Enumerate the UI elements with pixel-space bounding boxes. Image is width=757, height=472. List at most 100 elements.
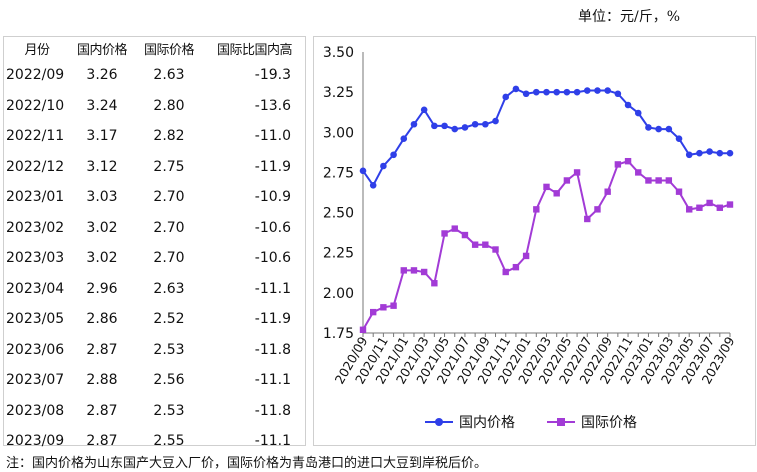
data-point-domestic	[614, 90, 622, 98]
data-point-international	[726, 201, 734, 208]
cell-month: 2022/10	[6, 97, 65, 114]
data-point-international	[716, 204, 724, 211]
cell-international-price: 2.55	[153, 433, 185, 450]
data-point-international	[655, 177, 662, 184]
cell-international-price: 2.70	[153, 219, 185, 236]
table-row: 2023/08 2.87 2.53 -11.8	[4, 396, 305, 427]
legend-label: 国际价格	[581, 415, 637, 431]
cell-international-price: 2.80	[153, 97, 185, 114]
table-row: 2023/09 2.87 2.55 -11.1	[4, 426, 305, 457]
data-point-international	[482, 241, 489, 248]
data-point-domestic	[553, 88, 560, 96]
cell-difference: -11.1	[254, 372, 291, 389]
data-point-domestic	[665, 125, 673, 133]
data-point-domestic	[359, 167, 367, 175]
data-point-domestic	[675, 135, 683, 143]
data-point-domestic	[522, 90, 530, 98]
data-point-domestic	[410, 120, 418, 128]
y-tick-label: 2.00	[323, 286, 354, 302]
cell-month: 2022/12	[6, 158, 65, 175]
data-point-domestic	[461, 124, 469, 131]
data-point-international	[635, 169, 642, 176]
table-header-row: 月份 国内价格 国际价格 国际比国内高	[4, 37, 305, 60]
data-point-international	[400, 267, 407, 274]
data-point-international	[563, 177, 571, 184]
data-point-international	[573, 169, 581, 176]
data-point-international	[380, 304, 387, 311]
cell-month: 2023/03	[6, 250, 65, 267]
data-point-domestic	[431, 122, 438, 130]
cell-international-price: 2.52	[153, 311, 185, 328]
data-point-international	[410, 267, 418, 274]
data-point-domestic	[716, 149, 724, 157]
header-domestic-price: 国内价格	[76, 43, 128, 58]
table-row: 2022/11 3.17 2.82 -11.0	[4, 121, 305, 152]
y-tick-label: 2.25	[323, 246, 354, 262]
table-row: 2023/05 2.86 2.52 -11.9	[4, 304, 305, 335]
data-point-domestic	[441, 122, 448, 130]
cell-domestic-price: 3.03	[86, 189, 118, 206]
data-point-international	[451, 225, 458, 232]
table-row: 2023/03 3.02 2.70 -10.6	[4, 243, 305, 274]
data-point-domestic	[706, 148, 713, 155]
footnote: 注：国内价格为山东国产大豆入厂价，国际价格为青岛港口的进口大豆到岸税后价。	[6, 456, 488, 471]
data-point-domestic	[543, 88, 550, 96]
cell-domestic-price: 2.87	[86, 433, 118, 450]
data-point-international	[441, 230, 448, 237]
data-point-domestic	[502, 93, 510, 101]
table-row: 2023/06 2.87 2.53 -11.8	[4, 335, 305, 366]
table-row: 2022/10 3.24 2.80 -13.6	[4, 91, 305, 122]
cell-difference: -10.9	[254, 189, 291, 206]
data-point-domestic	[390, 151, 397, 159]
data-point-international	[584, 215, 591, 223]
data-point-international	[492, 246, 499, 253]
cell-domestic-price: 3.12	[86, 158, 118, 175]
cell-domestic-price: 2.87	[86, 402, 118, 419]
legend-marker-international	[557, 418, 565, 426]
y-tick-label: 3.50	[323, 45, 354, 61]
data-point-domestic	[645, 124, 652, 131]
header-difference: 国际比国内高	[216, 43, 293, 58]
data-point-international	[594, 206, 601, 213]
y-tick-label: 2.50	[323, 206, 354, 222]
cell-international-price: 2.63	[153, 280, 185, 297]
data-point-domestic	[380, 162, 387, 170]
data-point-international	[686, 206, 693, 213]
data-point-international	[512, 263, 520, 271]
cell-domestic-price: 3.02	[86, 250, 118, 267]
data-point-international	[543, 183, 550, 191]
cell-domestic-price: 2.96	[86, 280, 118, 297]
cell-month: 2023/09	[6, 433, 65, 450]
data-point-international	[645, 177, 652, 184]
table-row: 2023/02 3.02 2.70 -10.6	[4, 213, 305, 244]
data-point-domestic	[533, 88, 540, 96]
table-row: 2022/12 3.12 2.75 -11.9	[4, 152, 305, 183]
data-point-international	[390, 302, 397, 309]
data-point-domestic	[563, 88, 571, 96]
data-point-domestic	[696, 149, 703, 157]
data-point-international	[359, 326, 367, 333]
table-row: 2023/04 2.96 2.63 -11.1	[4, 274, 305, 305]
cell-international-price: 2.70	[153, 250, 185, 267]
data-point-international	[624, 157, 632, 165]
data-point-domestic	[451, 125, 459, 133]
cell-difference: -11.1	[254, 433, 291, 450]
data-point-domestic	[685, 151, 693, 159]
data-point-domestic	[369, 181, 377, 189]
cell-international-price: 2.53	[153, 402, 185, 419]
data-point-international	[675, 188, 683, 195]
chart-svg: 1.752.002.252.502.753.003.253.502020/092…	[323, 45, 738, 431]
data-point-international	[604, 188, 611, 195]
cell-difference: -11.0	[254, 128, 291, 145]
cell-month: 2022/11	[6, 128, 65, 145]
legend-label: 国内价格	[459, 415, 515, 431]
legend-marker-domestic	[435, 418, 443, 426]
cell-difference: -11.1	[254, 280, 291, 297]
cell-difference: -10.6	[254, 219, 291, 236]
data-point-domestic	[482, 120, 489, 128]
cell-domestic-price: 2.86	[86, 311, 118, 328]
unit-label: 单位：元/斤，%	[578, 9, 681, 25]
data-point-domestic	[624, 101, 632, 109]
table-row: 2022/09 3.26 2.63 -19.3	[4, 60, 305, 91]
data-point-domestic	[655, 125, 662, 133]
